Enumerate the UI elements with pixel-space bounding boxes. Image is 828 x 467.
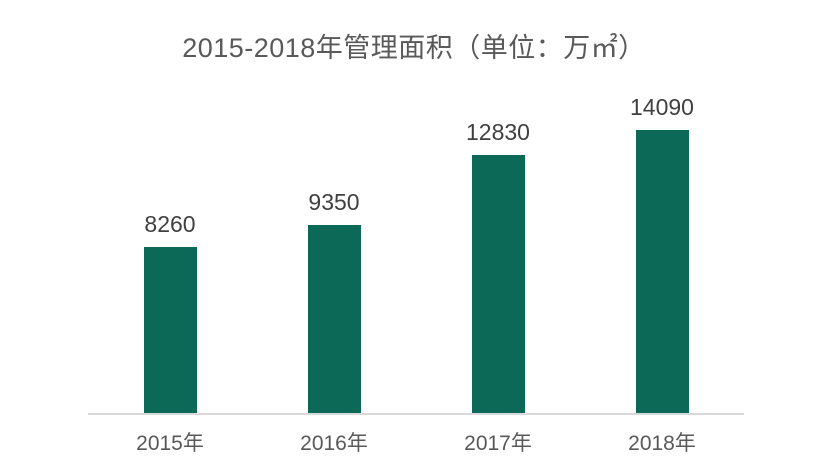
category-label: 2015年 bbox=[136, 432, 204, 455]
bar bbox=[143, 247, 197, 413]
x-axis-line bbox=[88, 413, 744, 415]
value-label: 9350 bbox=[308, 188, 360, 215]
bar-group: 8260 bbox=[88, 130, 252, 413]
bar-group: 12830 bbox=[416, 119, 580, 413]
value-label: 8260 bbox=[144, 210, 196, 237]
bar bbox=[307, 225, 361, 413]
plot-area: 8260 9350 12830 14090 bbox=[88, 94, 744, 413]
x-axis-labels: 2015年 2016年 2017年 2018年 bbox=[88, 427, 744, 457]
bar-group: 14090 bbox=[580, 94, 744, 413]
bar bbox=[471, 155, 525, 413]
chart-title: 2015-2018年管理面积（单位：万㎡） bbox=[182, 33, 646, 63]
value-label: 14090 bbox=[630, 93, 694, 120]
category-label: 2016年 bbox=[300, 432, 368, 455]
bar bbox=[635, 130, 689, 413]
value-label: 12830 bbox=[466, 118, 530, 145]
category-label: 2017年 bbox=[464, 432, 532, 455]
category-label: 2018年 bbox=[628, 432, 696, 455]
bar-group: 9350 bbox=[252, 130, 416, 413]
